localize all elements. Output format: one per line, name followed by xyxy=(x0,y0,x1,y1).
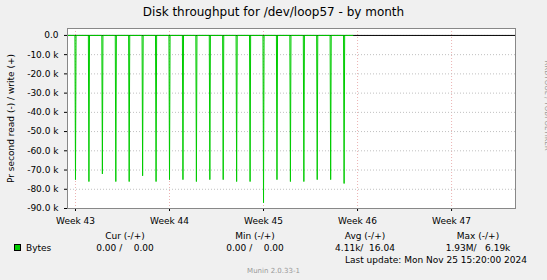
html-text:Bytes: Bytes xyxy=(26,243,52,253)
html-text:Munin 2.0.33-1: Munin 2.0.33-1 xyxy=(247,267,300,275)
svg-text:-20.0 k: -20.0 k xyxy=(27,69,59,79)
html-text:Disk throughput for /dev/loop5: Disk throughput for /dev/loop57 - by mon… xyxy=(142,5,405,19)
html-text:Min (-/+): Min (-/+) xyxy=(235,231,275,241)
html-text:Cur (-/+): Cur (-/+) xyxy=(105,231,145,241)
html-text:Avg (-/+): Avg (-/+) xyxy=(344,231,386,241)
html-text:0.00 / 0.00: 0.00 / 0.00 xyxy=(96,243,154,253)
svg-text:-70.0 k: -70.0 k xyxy=(27,165,59,175)
svg-text:-60.0 k: -60.0 k xyxy=(27,146,59,156)
svg-text:Week 45: Week 45 xyxy=(244,216,283,226)
html-text:0.00 / 0.00: 0.00 / 0.00 xyxy=(226,243,284,253)
svg-text:Week 46: Week 46 xyxy=(338,216,377,226)
svg-text:-80.0 k: -80.0 k xyxy=(27,184,59,194)
svg-text:0.0: 0.0 xyxy=(44,30,59,40)
svg-text:Week 44: Week 44 xyxy=(150,216,189,226)
svg-text:-30.0 k: -30.0 k xyxy=(27,88,59,98)
svg-text:-90.0 k: -90.0 k xyxy=(27,203,59,213)
svg-text:-50.0 k: -50.0 k xyxy=(27,126,59,136)
html-text:Last update: Mon Nov 25 15:20:: Last update: Mon Nov 25 15:20:00 2024 xyxy=(345,255,527,265)
svg-text:Week 47: Week 47 xyxy=(432,216,471,226)
svg-text:-10.0 k: -10.0 k xyxy=(27,50,59,60)
svg-text:Pr second read (-) / write (+): Pr second read (-) / write (+) xyxy=(6,54,16,183)
html-text:Max (-/+): Max (-/+) xyxy=(456,231,500,241)
svg-text:-40.0 k: -40.0 k xyxy=(27,107,59,117)
html-text:1.93M/ 6.19k: 1.93M/ 6.19k xyxy=(445,243,511,253)
svg-text:Week 43: Week 43 xyxy=(56,216,95,226)
html-text:4.11k/ 16.04: 4.11k/ 16.04 xyxy=(335,243,395,253)
